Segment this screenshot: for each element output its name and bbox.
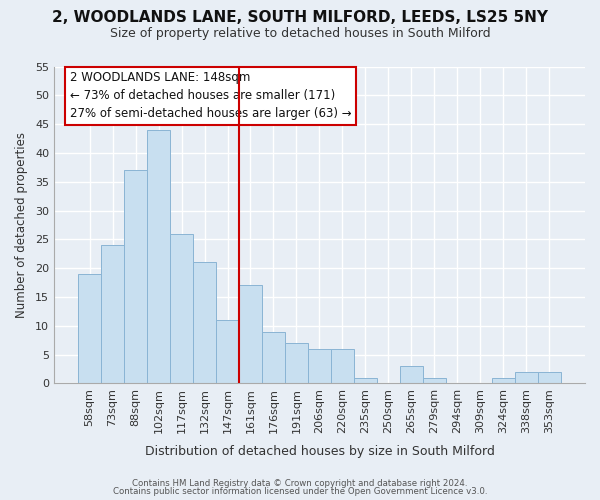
Bar bbox=[147, 130, 170, 384]
Text: 2 WOODLANDS LANE: 148sqm
← 73% of detached houses are smaller (171)
27% of semi-: 2 WOODLANDS LANE: 148sqm ← 73% of detach… bbox=[70, 72, 352, 120]
X-axis label: Distribution of detached houses by size in South Milford: Distribution of detached houses by size … bbox=[145, 444, 494, 458]
Text: Contains HM Land Registry data © Crown copyright and database right 2024.: Contains HM Land Registry data © Crown c… bbox=[132, 478, 468, 488]
Bar bbox=[400, 366, 423, 384]
Text: Size of property relative to detached houses in South Milford: Size of property relative to detached ho… bbox=[110, 28, 490, 40]
Bar bbox=[239, 286, 262, 384]
Bar bbox=[78, 274, 101, 384]
Bar bbox=[124, 170, 147, 384]
Bar bbox=[170, 234, 193, 384]
Bar bbox=[285, 343, 308, 384]
Bar bbox=[101, 245, 124, 384]
Text: 2, WOODLANDS LANE, SOUTH MILFORD, LEEDS, LS25 5NY: 2, WOODLANDS LANE, SOUTH MILFORD, LEEDS,… bbox=[52, 10, 548, 25]
Bar bbox=[308, 349, 331, 384]
Bar bbox=[538, 372, 561, 384]
Bar bbox=[492, 378, 515, 384]
Bar bbox=[262, 332, 285, 384]
Y-axis label: Number of detached properties: Number of detached properties bbox=[15, 132, 28, 318]
Bar bbox=[515, 372, 538, 384]
Text: Contains public sector information licensed under the Open Government Licence v3: Contains public sector information licen… bbox=[113, 487, 487, 496]
Bar bbox=[354, 378, 377, 384]
Bar bbox=[216, 320, 239, 384]
Bar bbox=[331, 349, 354, 384]
Bar bbox=[423, 378, 446, 384]
Bar bbox=[193, 262, 216, 384]
